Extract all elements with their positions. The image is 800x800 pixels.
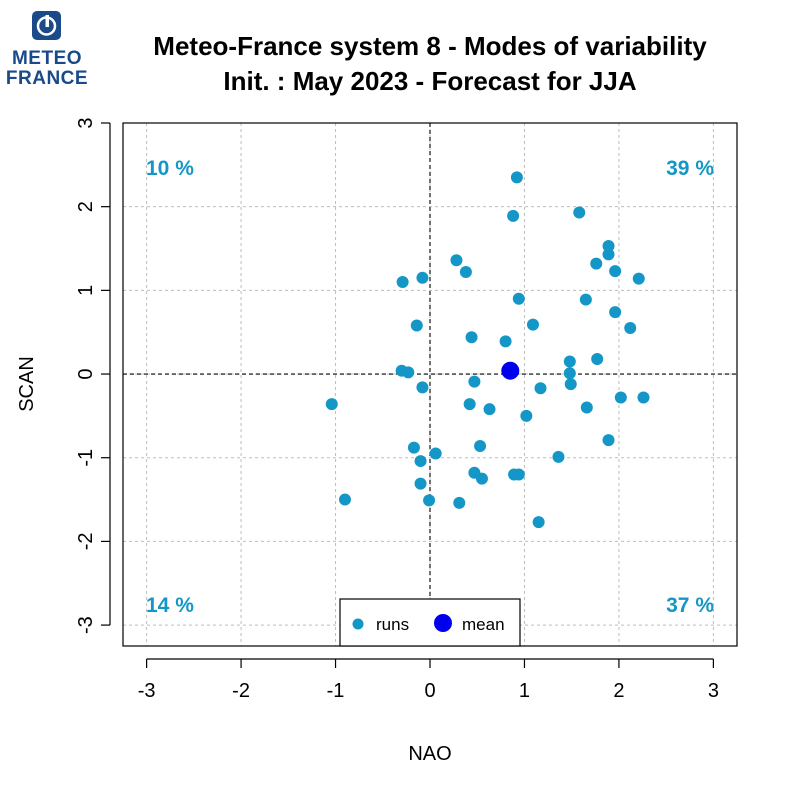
run-point: [423, 494, 436, 507]
x-tick-label: -3: [138, 680, 156, 702]
run-point: [632, 272, 645, 285]
y-tick-label: -3: [75, 616, 97, 634]
quadrant-label-top-left: 10 %: [146, 157, 194, 180]
run-point: [579, 293, 592, 306]
run-point: [609, 265, 622, 278]
legend-runs-label: runs: [376, 615, 409, 634]
logo-text-line1: METEO: [12, 48, 82, 69]
run-point: [416, 381, 429, 394]
legend: runs mean: [339, 598, 521, 647]
run-point: [563, 355, 576, 368]
run-point: [564, 378, 577, 391]
run-point: [450, 254, 463, 267]
legend-box: [339, 598, 521, 647]
x-tick-label: 0: [424, 680, 435, 702]
run-point: [609, 306, 622, 319]
run-point: [637, 391, 650, 404]
run-point: [459, 265, 472, 278]
x-axis-label: NAO: [408, 743, 451, 765]
x-tick-label: 1: [519, 680, 530, 702]
y-tick-label: -2: [75, 533, 97, 551]
run-point: [602, 240, 615, 253]
legend-mean-marker: [434, 614, 452, 632]
x-tick-label: 3: [708, 680, 719, 702]
reference-lines: [123, 123, 737, 646]
y-axis-label: SCAN: [16, 356, 38, 412]
y-tick-label: -1: [75, 449, 97, 467]
x-tick-label: -2: [232, 680, 250, 702]
run-point: [624, 322, 637, 335]
y-tick-label: 3: [75, 117, 97, 128]
run-point: [580, 401, 593, 414]
run-point: [591, 352, 604, 365]
run-point: [475, 472, 488, 485]
meteo-france-logo: METEO FRANCE: [6, 11, 88, 89]
run-point: [463, 398, 476, 411]
chart-subtitle: Init. : May 2023 - Forecast for JJA: [223, 66, 636, 96]
run-point: [325, 398, 338, 411]
run-point: [602, 434, 615, 447]
legend-mean-label: mean: [462, 615, 505, 634]
run-point: [414, 455, 427, 468]
y-axis: -3 -2 -1 0 1 2 3: [75, 117, 111, 634]
y-tick-label: 2: [75, 201, 97, 212]
quadrant-label-top-right: 39 %: [666, 157, 714, 180]
run-point: [552, 450, 565, 463]
mean-point: [501, 361, 520, 380]
x-axis: -3 -2 -1 0 1 2 3: [138, 658, 719, 702]
logo-emblem-bar-icon: [45, 15, 49, 27]
run-point: [338, 493, 351, 506]
x-tick-label: 2: [613, 680, 624, 702]
x-tick-label: -1: [327, 680, 345, 702]
run-point: [590, 257, 603, 270]
run-point: [507, 209, 520, 222]
run-point: [499, 335, 512, 348]
run-point: [429, 447, 442, 460]
data-points: [325, 171, 650, 529]
run-point: [520, 409, 533, 422]
run-point: [614, 391, 627, 404]
run-point: [532, 516, 545, 529]
run-point: [602, 248, 615, 261]
run-point: [483, 403, 496, 416]
quadrant-label-bottom-left: 14 %: [146, 594, 194, 617]
run-point: [416, 271, 429, 284]
chart-title: Meteo-France system 8 - Modes of variabi…: [153, 31, 707, 61]
run-point: [402, 366, 415, 379]
legend-runs-marker: [352, 618, 364, 630]
run-point: [396, 275, 409, 288]
run-point: [534, 382, 547, 395]
quadrant-label-bottom-right: 37 %: [666, 594, 714, 617]
run-point: [573, 206, 586, 219]
run-point: [414, 477, 427, 490]
run-point: [465, 331, 478, 344]
run-point: [474, 440, 487, 453]
run-point: [407, 441, 420, 454]
y-tick-label: 1: [75, 285, 97, 296]
run-point: [410, 319, 423, 332]
run-point: [512, 292, 525, 305]
run-point: [453, 496, 466, 509]
run-point: [512, 468, 525, 481]
run-point: [510, 171, 523, 184]
run-point: [526, 318, 539, 331]
y-tick-label: 0: [75, 368, 97, 379]
logo-text-line2: FRANCE: [6, 68, 88, 89]
run-point: [468, 375, 481, 388]
run-point: [563, 367, 576, 380]
